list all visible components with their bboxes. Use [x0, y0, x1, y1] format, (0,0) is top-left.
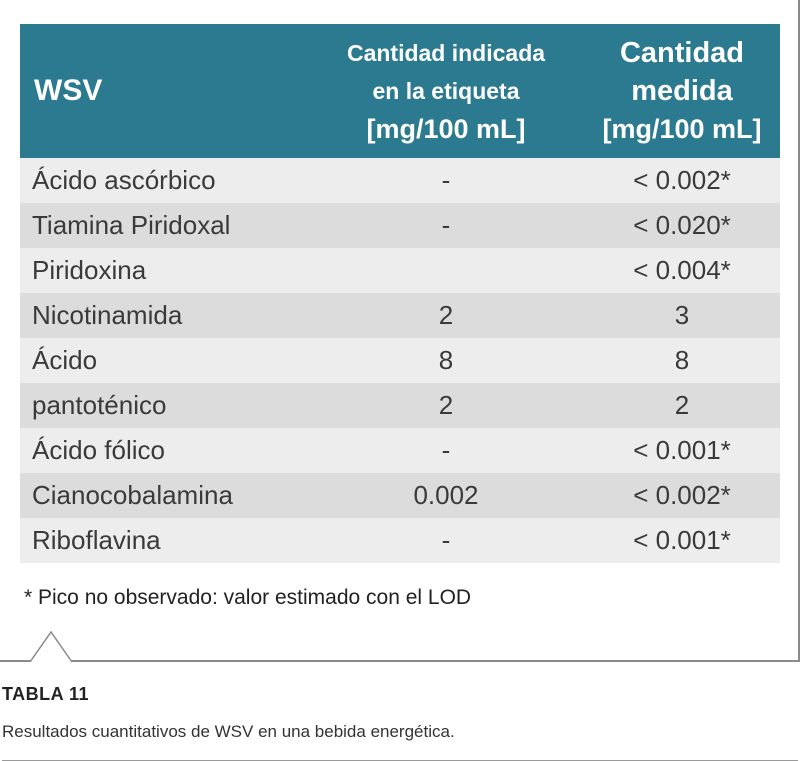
- table-row: Ácido fólico - < 0.001*: [20, 428, 780, 473]
- cell-name: Tiamina Piridoxal: [20, 203, 308, 248]
- cell-indicated: 2: [308, 293, 584, 338]
- table-frame: [0, 0, 800, 662]
- table-footnote: * Pico no observado: valor estimado con …: [24, 586, 472, 609]
- table-row: Tiamina Piridoxal - < 0.020*: [20, 203, 780, 248]
- header-indicated-line1: Cantidad indicada: [346, 40, 546, 66]
- table-row: Nicotinamida 2 3: [20, 293, 780, 338]
- header-measured-unit: [mg/100 mL]: [602, 114, 762, 144]
- cell-indicated: -: [308, 428, 584, 473]
- cell-name: Nicotinamida: [20, 293, 308, 338]
- caption-text: Resultados cuantitativos de WSV en una b…: [2, 722, 455, 741]
- cell-indicated: 8: [308, 338, 584, 383]
- cell-name: Riboflavina: [20, 518, 308, 563]
- header-indicated-line2: en la etiqueta: [372, 78, 520, 104]
- cell-measured: < 0.002*: [584, 158, 780, 203]
- caption-title: TABLA 11: [2, 684, 90, 704]
- cell-measured: < 0.020*: [584, 203, 780, 248]
- header-measured-line2: medida: [631, 75, 733, 107]
- header-measured-quantity: Cantidad medida [mg/100 mL]: [584, 24, 780, 158]
- cell-name: Ácido: [20, 338, 308, 383]
- table-row: Piridoxina < 0.004*: [20, 248, 780, 293]
- table-row: Riboflavina - < 0.001*: [20, 518, 780, 563]
- table-row: pantoténico 2 2: [20, 383, 780, 428]
- header-wsv: WSV: [20, 24, 308, 158]
- cell-indicated: -: [308, 158, 584, 203]
- cell-indicated: [308, 248, 584, 293]
- cell-indicated: 0.002: [308, 473, 584, 518]
- callout-notch: [30, 631, 72, 663]
- table-header-row: WSV Cantidad indicada en la etiqueta [mg…: [20, 24, 780, 158]
- cell-measured: < 0.002*: [584, 473, 780, 518]
- table-row: Ácido 8 8: [20, 338, 780, 383]
- cell-name: Ácido ascórbico: [20, 158, 308, 203]
- cell-measured: < 0.001*: [584, 518, 780, 563]
- cell-name: Cianocobalamina: [20, 473, 308, 518]
- cell-measured: 3: [584, 293, 780, 338]
- cell-name: pantoténico: [20, 383, 308, 428]
- cell-measured: 8: [584, 338, 780, 383]
- header-measured-line1: Cantidad: [619, 37, 745, 69]
- cell-name: Piridoxina: [20, 248, 308, 293]
- header-indicated-unit: [mg/100 mL]: [366, 114, 526, 144]
- cell-indicated: -: [308, 203, 584, 248]
- cell-measured: < 0.004*: [584, 248, 780, 293]
- cell-indicated: -: [308, 518, 584, 563]
- cell-measured: 2: [584, 383, 780, 428]
- cell-measured: < 0.001*: [584, 428, 780, 473]
- table-row: Cianocobalamina 0.002 < 0.002*: [20, 473, 780, 518]
- table-row: Ácido ascórbico - < 0.002*: [20, 158, 780, 203]
- wsv-table: WSV Cantidad indicada en la etiqueta [mg…: [20, 24, 780, 563]
- cell-indicated: 2: [308, 383, 584, 428]
- cell-name: Ácido fólico: [20, 428, 308, 473]
- header-indicated-quantity: Cantidad indicada en la etiqueta [mg/100…: [308, 24, 584, 158]
